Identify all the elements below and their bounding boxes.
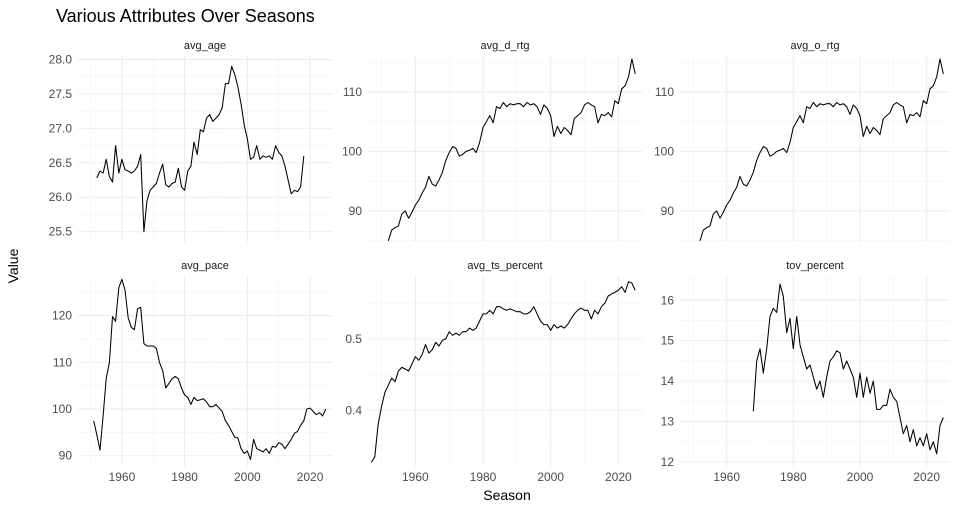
- y-tick-label: 90: [661, 204, 675, 218]
- y-tick-label: 0.5: [345, 332, 362, 346]
- panel-strip-label: avg_d_rtg: [481, 40, 530, 52]
- x-tick-label: 2000: [537, 470, 564, 484]
- x-tick-label: 2000: [234, 470, 261, 484]
- series-line-avg_d_rtg: [387, 58, 636, 241]
- y-tick-label: 13: [661, 415, 675, 429]
- y-tick-label: 16: [661, 293, 675, 307]
- series-line-avg_ts_percent: [370, 281, 636, 463]
- x-tick-label: 1980: [780, 470, 807, 484]
- x-tick-label: 1960: [109, 470, 136, 484]
- panel-avg_o_rtg: 90 100 110 avg_o_rtg: [654, 40, 950, 242]
- y-tick-label: 26.0: [49, 190, 73, 204]
- x-axis-title: Season: [483, 487, 530, 503]
- x-tick-label: 1960: [402, 470, 429, 484]
- series-line-avg_age: [96, 65, 305, 233]
- panel-strip-label: avg_ts_percent: [467, 260, 542, 272]
- panel-avg_ts_percent: 0.4 0.5 1960 1980 2000 2020 avg_ts_percent: [345, 260, 642, 484]
- x-tick-label: 2020: [913, 470, 940, 484]
- y-tick-label: 15: [661, 334, 675, 348]
- panels: 25.5 26.0 26.5 27.0 27.5 28.0 avg_age 90 100 110 a…: [49, 40, 950, 484]
- y-tick-label: 27.0: [49, 121, 73, 135]
- panel-tov_percent: 12 13 14 15 16 1960 1980 2000 2020 tov_percent: [661, 260, 950, 484]
- panel-avg_age: 25.5 26.0 26.5 27.0 27.5 28.0 avg_age: [49, 40, 332, 242]
- chart-title: Various Attributes Over Seasons: [56, 6, 315, 26]
- y-tick-label: 100: [654, 144, 674, 158]
- panel-avg_pace: 90 100 110 120 1960 1980 2000 2020 avg_pace: [52, 260, 332, 484]
- panel-strip-label: avg_o_rtg: [791, 40, 840, 52]
- y-axis-title: Value: [5, 248, 21, 283]
- y-tick-label: 25.5: [49, 225, 73, 239]
- panel-strip-label: avg_pace: [181, 260, 229, 272]
- panel-strip-label: avg_age: [184, 40, 226, 52]
- series-line-tov_percent: [752, 283, 944, 455]
- panel-strip-label: tov_percent: [786, 260, 843, 272]
- x-tick-label: 1980: [470, 470, 497, 484]
- y-tick-label: 27.5: [49, 87, 73, 101]
- y-tick-label: 110: [655, 85, 674, 99]
- y-tick-label: 120: [52, 309, 72, 323]
- series-line-avg_pace: [93, 278, 327, 461]
- y-tick-label: 110: [53, 355, 72, 369]
- x-tick-label: 1960: [713, 470, 740, 484]
- x-tick-label: 2020: [297, 470, 324, 484]
- y-tick-label: 0.4: [345, 403, 362, 417]
- y-tick-label: 14: [661, 374, 675, 388]
- y-tick-label: 28.0: [49, 52, 73, 66]
- y-tick-label: 12: [661, 455, 675, 469]
- x-tick-label: 2020: [605, 470, 632, 484]
- series-line-avg_o_rtg: [699, 58, 944, 241]
- y-tick-label: 90: [349, 204, 363, 218]
- y-tick-label: 110: [343, 85, 362, 99]
- x-tick-label: 2000: [847, 470, 874, 484]
- y-tick-label: 26.5: [49, 156, 73, 170]
- y-tick-label: 100: [52, 402, 72, 416]
- panel-avg_d_rtg: 90 100 110 avg_d_rtg: [342, 40, 642, 242]
- x-tick-label: 1980: [171, 470, 198, 484]
- y-tick-label: 90: [59, 449, 73, 463]
- y-tick-label: 100: [342, 144, 362, 158]
